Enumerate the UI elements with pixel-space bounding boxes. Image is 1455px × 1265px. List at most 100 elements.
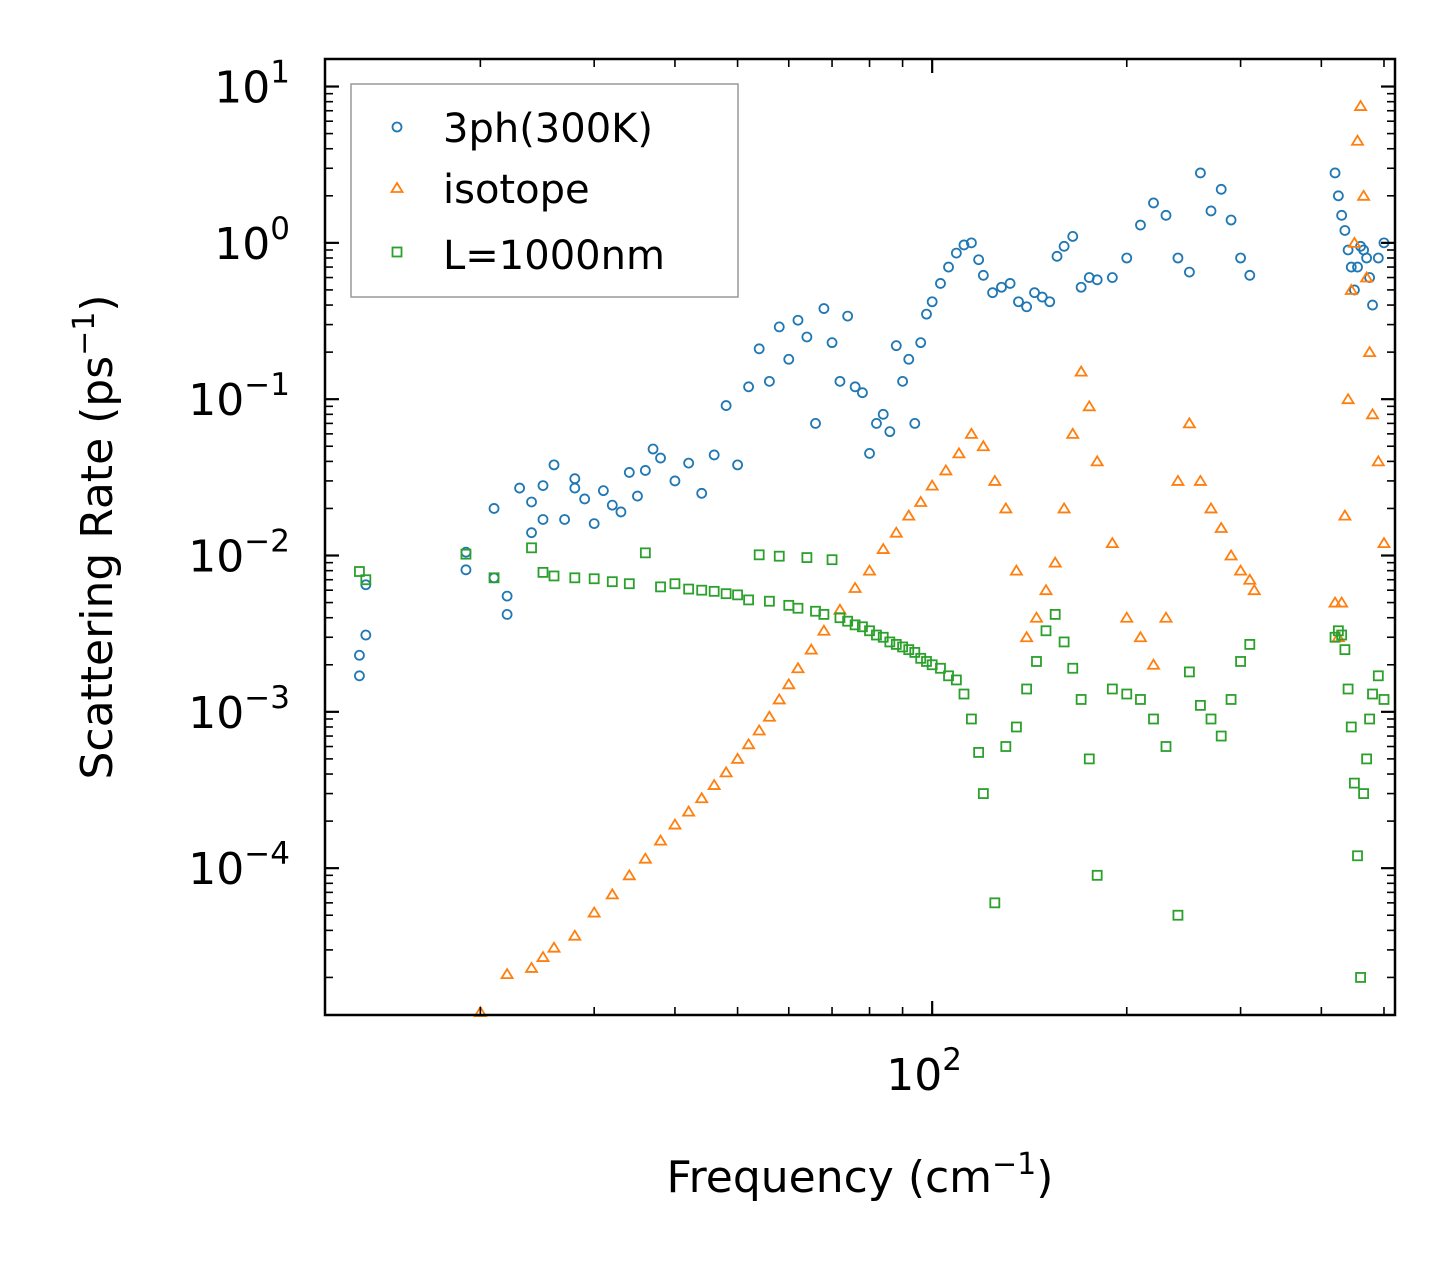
data-point-boundary <box>1345 721 1357 733</box>
data-point-3ph <box>1332 190 1344 202</box>
data-point-boundary <box>606 576 618 588</box>
data-point-3ph <box>773 321 785 333</box>
data-point-isotope <box>500 967 515 980</box>
legend-box <box>350 83 739 298</box>
data-point-isotope <box>1327 595 1343 608</box>
data-point-3ph <box>537 514 549 525</box>
data-point-boundary <box>935 662 946 674</box>
data-point-boundary <box>1378 694 1390 705</box>
data-point-3ph <box>720 400 732 411</box>
data-point-3ph <box>783 353 795 365</box>
data-point-3ph <box>1225 214 1237 226</box>
data-point-3ph <box>973 254 985 266</box>
data-point-3ph <box>1244 269 1256 281</box>
data-point-3ph <box>743 381 754 393</box>
data-point-boundary <box>1358 788 1370 799</box>
data-point-boundary <box>460 548 472 560</box>
data-point-3ph <box>623 467 635 478</box>
data-point-isotope <box>587 905 602 918</box>
data-point-3ph <box>1235 252 1246 264</box>
data-point-boundary <box>354 566 365 577</box>
data-point-3ph <box>996 281 1007 293</box>
data-point-3ph <box>897 375 908 387</box>
y-tick-label: 101 <box>214 55 290 114</box>
data-point-3ph <box>559 514 571 525</box>
data-point-boundary <box>683 583 695 595</box>
data-point-3ph <box>526 527 537 539</box>
data-point-isotope <box>1359 270 1374 283</box>
data-point-boundary <box>569 572 581 584</box>
data-point-isotope <box>681 804 696 817</box>
data-point-3ph <box>606 499 618 511</box>
data-point-boundary <box>655 581 666 593</box>
data-point-boundary <box>1135 694 1146 705</box>
data-point-3ph <box>1336 209 1348 221</box>
data-point-boundary <box>732 589 743 601</box>
data-point-boundary <box>826 554 838 566</box>
data-point-3ph <box>354 649 365 661</box>
data-point-3ph <box>632 490 643 502</box>
plot-frame <box>323 57 1397 1017</box>
data-point-isotope <box>1029 610 1044 623</box>
data-point-3ph <box>501 590 513 602</box>
data-point-boundary <box>989 897 1001 909</box>
data-point-isotope <box>1223 548 1239 561</box>
series-0 <box>354 167 1390 682</box>
data-point-3ph <box>877 408 889 420</box>
data-point-isotope <box>719 765 734 778</box>
data-point-boundary <box>1355 972 1366 983</box>
data-point-boundary <box>1329 631 1341 643</box>
data-point-isotope <box>901 508 916 521</box>
data-point-isotope <box>913 495 928 507</box>
data-point-isotope <box>1019 630 1034 643</box>
y-axis-label: Scattering Rate (ps−1) <box>67 294 123 779</box>
data-point-3ph <box>1106 272 1118 283</box>
data-point-boundary <box>526 542 537 554</box>
data-point-boundary <box>639 547 651 559</box>
data-point-3ph <box>1160 209 1172 221</box>
data-point-3ph <box>696 487 708 499</box>
data-point-boundary <box>488 572 500 584</box>
data-point-isotope <box>804 642 819 655</box>
data-point-3ph <box>1004 278 1016 289</box>
data-point-3ph <box>909 417 921 429</box>
y-tick-label: 10−3 <box>188 680 290 739</box>
data-point-isotope <box>730 752 745 764</box>
data-point-isotope <box>1214 521 1229 533</box>
data-point-boundary <box>1352 850 1363 862</box>
data-point-boundary <box>1235 656 1246 667</box>
data-point-3ph <box>871 417 882 429</box>
data-point-3ph <box>818 303 830 314</box>
data-point-boundary <box>1244 639 1256 650</box>
data-point-3ph <box>647 443 659 455</box>
data-point-isotope <box>1133 630 1148 643</box>
data-point-3ph <box>548 459 560 471</box>
data-point-isotope <box>951 446 967 459</box>
data-point-boundary <box>1364 713 1375 725</box>
data-point-isotope <box>781 677 796 690</box>
data-point-3ph <box>1215 183 1227 195</box>
legend-marker-isotope <box>389 181 405 193</box>
data-point-3ph <box>1058 240 1070 252</box>
data-point-boundary <box>1031 656 1042 667</box>
data-point-boundary <box>696 584 708 596</box>
tick-labels: 102 101 100 10−1 10−2 10−3 10−4 <box>188 55 962 1101</box>
data-point-boundary <box>1160 741 1172 752</box>
data-point-isotope <box>638 851 653 864</box>
data-point-isotope <box>925 478 940 491</box>
data-point-3ph <box>732 459 743 471</box>
data-point-boundary <box>818 609 830 620</box>
data-point-isotope <box>535 950 551 962</box>
data-point-3ph <box>1339 225 1351 236</box>
data-point-boundary <box>763 595 775 607</box>
data-point-isotope <box>1170 474 1186 486</box>
y-tick-label: 10−1 <box>188 367 290 426</box>
y-tick-label: 10−2 <box>188 524 290 583</box>
data-point-3ph <box>921 308 932 320</box>
data-point-3ph <box>849 381 861 393</box>
data-point-3ph <box>1329 167 1341 179</box>
data-point-3ph <box>826 337 838 349</box>
data-point-boundary <box>1205 713 1217 725</box>
data-point-3ph <box>1029 287 1040 299</box>
data-point-boundary <box>1367 688 1378 700</box>
